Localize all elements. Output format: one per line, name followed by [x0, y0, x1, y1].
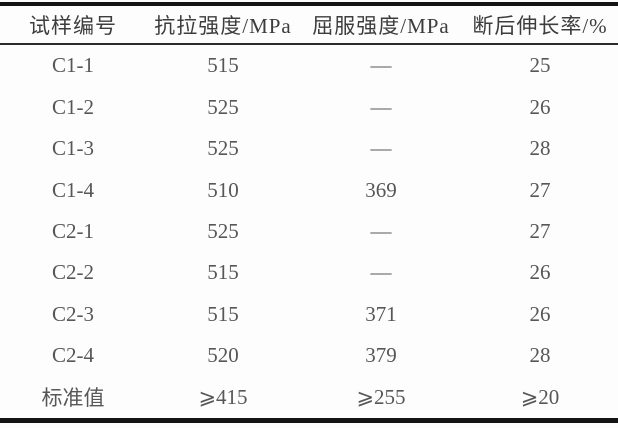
table-row: C1-1 515 — 25 — [0, 45, 618, 86]
sample-id-cell: C1-2 — [52, 94, 94, 119]
sample-id-cell: C1-1 — [52, 53, 94, 78]
table-row: C2-1 525 — 27 — [0, 211, 618, 252]
table-header-row: 试样编号 抗拉强度/MPa 屈服强度/MPa 断后伸长率/% — [0, 6, 618, 45]
elongation-cell: 28 — [529, 343, 551, 368]
yield-strength-cell: — — [370, 218, 392, 243]
tensile-strength-cell: 525 — [207, 218, 239, 243]
column-header-elongation: 断后伸长率/% — [472, 13, 608, 38]
elongation-cell: 26 — [529, 260, 551, 285]
table-row: C1-3 525 — 28 — [0, 128, 618, 169]
tensile-strength-cell: 515 — [207, 53, 239, 78]
tensile-strength-cell: 515 — [207, 301, 239, 326]
column-header-yield-strength: 屈服强度/MPa — [312, 13, 450, 38]
sample-id-cell: C1-3 — [52, 136, 94, 161]
elongation-cell: 27 — [529, 177, 551, 202]
sample-id-cell: C2-2 — [52, 260, 94, 285]
elongation-cell: 26 — [529, 301, 551, 326]
yield-strength-cell: — — [370, 53, 392, 78]
yield-strength-cell: — — [370, 94, 392, 119]
table-bottom-rule — [0, 418, 618, 423]
yield-strength-cell: — — [370, 136, 392, 161]
sample-id-cell: 标准值 — [41, 386, 105, 411]
yield-strength-cell: 369 — [365, 177, 397, 202]
sample-id-cell: C2-3 — [52, 301, 94, 326]
elongation-cell: 26 — [529, 94, 551, 119]
table-top-rule — [0, 2, 618, 6]
elongation-cell: 28 — [529, 136, 551, 161]
table-row: C1-2 525 — 26 — [0, 86, 618, 127]
table-row-standard-values: 标准值 ⩾415 ⩾255 ⩾20 — [0, 377, 618, 418]
column-header-sample-id: 试样编号 — [29, 13, 117, 38]
table-row: C2-4 520 379 28 — [0, 335, 618, 376]
column-header-tensile-strength: 抗拉强度/MPa — [154, 13, 292, 38]
tensile-strength-cell: 515 — [207, 260, 239, 285]
sample-id-cell: C2-1 — [52, 218, 94, 243]
tensile-strength-cell: 520 — [207, 343, 239, 368]
table-row: C1-4 510 369 27 — [0, 169, 618, 210]
tensile-strength-cell: 525 — [207, 94, 239, 119]
tensile-strength-cell: 525 — [207, 136, 239, 161]
elongation-cell: ⩾20 — [520, 384, 560, 409]
yield-strength-cell: 379 — [365, 343, 397, 368]
sample-id-cell: C1-4 — [52, 177, 94, 202]
elongation-cell: 27 — [529, 218, 551, 243]
elongation-cell: 25 — [529, 53, 551, 78]
table-row: C2-2 515 — 26 — [0, 252, 618, 293]
yield-strength-cell: — — [370, 260, 392, 285]
table-body: C1-1 515 — 25 C1-2 525 — 26 C1-3 525 — 2… — [0, 45, 618, 418]
yield-strength-cell: ⩾255 — [356, 384, 406, 409]
table-row: C2-3 515 371 26 — [0, 294, 618, 335]
tensile-strength-cell: ⩾415 — [198, 384, 248, 409]
sample-id-cell: C2-4 — [52, 343, 94, 368]
tensile-strength-cell: 510 — [207, 177, 239, 202]
yield-strength-cell: 371 — [365, 301, 397, 326]
